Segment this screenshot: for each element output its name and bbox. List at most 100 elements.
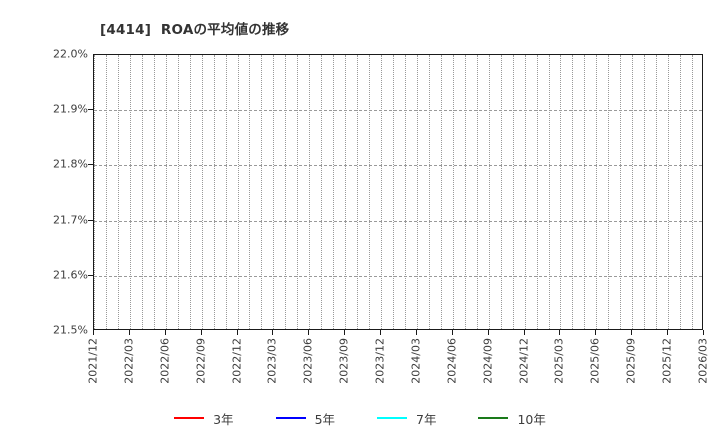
- x-axis-tick: [523, 330, 525, 335]
- x-axis-tick-label: 2024/12: [517, 338, 537, 384]
- legend-item[interactable]: 3年: [174, 409, 234, 428]
- vertical-gridline: [572, 55, 574, 329]
- vertical-gridline: [237, 55, 239, 329]
- vertical-gridline: [416, 55, 418, 329]
- legend-line-swatch: [275, 417, 306, 419]
- legend-item[interactable]: 10年: [478, 409, 546, 428]
- vertical-gridline: [536, 55, 538, 329]
- vertical-gridline: [94, 55, 95, 329]
- vertical-gridline: [500, 55, 502, 329]
- vertical-gridline: [141, 55, 143, 329]
- vertical-gridline: [261, 55, 263, 329]
- vertical-gridline: [452, 55, 454, 329]
- vertical-gridline: [524, 55, 526, 329]
- vertical-gridline: [608, 55, 610, 329]
- vertical-gridline: [632, 55, 634, 329]
- y-axis-tick-label: 21.7%: [53, 213, 88, 227]
- x-axis-tick-label: 2022/12: [230, 338, 250, 384]
- x-axis-tick-label-text: 2026/03: [696, 338, 710, 384]
- x-axis-tick-label-text: 2025/03: [552, 338, 566, 384]
- vertical-gridline: [357, 55, 359, 329]
- chart-title: [4414] ROAの平均値の推移: [100, 22, 290, 38]
- x-axis-tick-label-text: 2023/12: [373, 338, 387, 384]
- legend-line-swatch: [478, 417, 509, 419]
- vertical-gridline: [321, 55, 323, 329]
- x-axis-tick: [128, 330, 130, 335]
- legend-label: 3年: [213, 411, 234, 427]
- legend-label: 10年: [517, 411, 546, 427]
- y-axis-tick-label: 21.5%: [53, 323, 88, 337]
- vertical-gridline: [620, 55, 622, 329]
- vertical-gridline: [333, 55, 335, 329]
- vertical-gridline: [512, 55, 514, 329]
- vertical-gridline: [285, 55, 287, 329]
- x-axis-tick-label-text: 2022/03: [122, 338, 136, 384]
- vertical-gridlines: [94, 55, 702, 329]
- vertical-gridline: [117, 55, 119, 329]
- x-axis-tick-label: 2026/03: [697, 338, 716, 384]
- x-axis-tick-label: 2025/09: [625, 338, 644, 384]
- vertical-gridline: [273, 55, 275, 329]
- vertical-gridline: [381, 55, 383, 329]
- x-axis-tick: [451, 330, 453, 335]
- x-axis-tick-label-text: 2022/06: [158, 338, 172, 384]
- legend-label: 5年: [314, 411, 336, 427]
- x-axis-tick: [415, 330, 417, 335]
- x-axis-tick-label-text: 2022/12: [230, 338, 244, 384]
- x-axis-tick-label-text: 2024/12: [517, 338, 531, 384]
- vertical-gridline: [213, 55, 215, 329]
- legend-label: 7年: [416, 411, 437, 427]
- series-svg: [94, 55, 703, 330]
- x-axis-tick-label-text: 2023/03: [265, 338, 279, 384]
- x-axis-tick-label: 2022/06: [158, 338, 178, 384]
- series-layer: [94, 55, 702, 329]
- x-axis-tick-label-text: 2025/09: [624, 338, 638, 384]
- plot-area: [93, 54, 703, 330]
- vertical-gridline: [668, 55, 670, 329]
- vertical-gridline: [165, 55, 167, 329]
- x-axis-tick-label: 2024/03: [409, 338, 429, 384]
- x-axis-tick-label-text: 2024/09: [481, 338, 495, 384]
- vertical-gridline: [476, 55, 478, 329]
- vertical-gridline: [596, 55, 598, 329]
- legend-item[interactable]: 7年: [377, 409, 436, 428]
- vertical-gridline: [345, 55, 347, 329]
- x-axis-tick-label: 2025/06: [589, 338, 608, 384]
- vertical-gridline: [440, 55, 442, 329]
- horizontal-gridline: [94, 275, 702, 277]
- horizontal-gridline: [94, 110, 702, 112]
- vertical-gridline: [656, 55, 658, 329]
- legend-line-swatch: [174, 417, 205, 419]
- vertical-gridline: [404, 55, 406, 329]
- vertical-gridline: [177, 55, 179, 329]
- x-axis-tick: [487, 330, 489, 335]
- x-axis-tick-label: 2025/12: [661, 338, 680, 384]
- vertical-gridline: [225, 55, 227, 329]
- vertical-gridline: [644, 55, 646, 329]
- vertical-gridline: [464, 55, 466, 329]
- x-axis-tick-label-text: 2025/12: [660, 338, 674, 384]
- x-axis-tick-label-text: 2023/09: [337, 338, 351, 384]
- x-axis-tick: [380, 330, 382, 335]
- vertical-gridline: [560, 55, 562, 329]
- x-axis-tick: [703, 330, 704, 335]
- x-axis-tick-label-text: 2024/03: [409, 338, 423, 384]
- x-axis-tick: [236, 330, 238, 335]
- x-axis-tick: [667, 330, 669, 335]
- x-axis-tick-label-text: 2024/06: [445, 338, 459, 384]
- x-axis-tick-label: 2025/03: [553, 338, 572, 384]
- x-axis-tick: [595, 330, 597, 335]
- x-axis-tick: [308, 330, 310, 335]
- x-axis-tick: [344, 330, 346, 335]
- vertical-gridline: [129, 55, 131, 329]
- y-axis-tick: [88, 109, 93, 111]
- y-axis-tick: [88, 164, 93, 166]
- legend-item[interactable]: 5年: [275, 409, 336, 428]
- y-axis-tick-label: 21.9%: [53, 102, 88, 116]
- horizontal-gridline: [94, 220, 702, 222]
- x-axis-tick-label-text: 2021/12: [86, 338, 100, 384]
- y-axis-tick-label: 21.6%: [53, 268, 88, 282]
- vertical-gridline: [189, 55, 191, 329]
- x-axis-tick-label: 2024/09: [481, 338, 501, 384]
